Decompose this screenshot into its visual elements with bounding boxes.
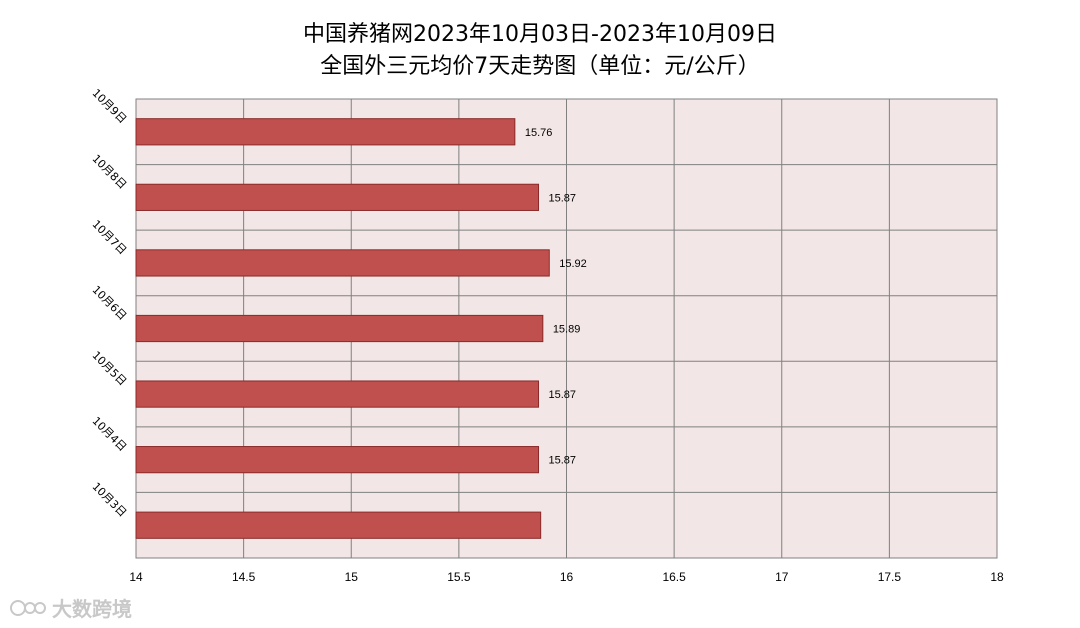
x-tick-label: 17 bbox=[775, 570, 789, 584]
category-label: 10月3日 bbox=[89, 480, 129, 520]
category-label: 10月7日 bbox=[89, 218, 129, 258]
y-axis-categories: 10月9日 10月8日 10月7日 10月6日 10月5日 10月4日 10月3日 bbox=[89, 86, 129, 519]
x-tick-label: 18 bbox=[990, 570, 1004, 584]
data-label: 15.87 bbox=[549, 389, 577, 401]
bar bbox=[135, 249, 550, 277]
data-label: 15.87 bbox=[549, 192, 577, 204]
data-label: 15.92 bbox=[559, 258, 587, 270]
bar bbox=[135, 446, 540, 474]
x-tick-label: 16 bbox=[560, 570, 574, 584]
x-axis-ticks: 14 14.5 15 15.5 16 16.5 17 17.5 18 bbox=[129, 570, 1004, 584]
bar bbox=[135, 118, 516, 146]
x-tick-label: 17.5 bbox=[878, 570, 902, 584]
chart-title-line-1: 中国养猪网2023年10月03日-2023年10月09日 bbox=[303, 22, 777, 47]
x-tick-label: 15.5 bbox=[447, 570, 471, 584]
data-label: 15.76 bbox=[525, 127, 553, 139]
bar bbox=[135, 511, 542, 539]
watermark: 大数跨境 bbox=[10, 597, 132, 621]
x-tick-label: 16.5 bbox=[662, 570, 686, 584]
category-label: 10月9日 bbox=[89, 86, 129, 126]
bar bbox=[135, 183, 540, 211]
x-tick-label: 14 bbox=[129, 570, 143, 584]
bar bbox=[135, 314, 544, 343]
category-label: 10月6日 bbox=[89, 283, 129, 323]
category-label: 10月5日 bbox=[89, 349, 129, 389]
category-label: 10月8日 bbox=[89, 152, 129, 192]
watermark-logo-icon bbox=[10, 600, 46, 616]
data-labels: 15.76 15.87 15.92 15.89 15.87 15.87 bbox=[525, 127, 587, 467]
x-tick-label: 14.5 bbox=[232, 570, 256, 584]
x-tick-label: 15 bbox=[345, 570, 359, 584]
bars bbox=[135, 118, 550, 539]
bar bbox=[135, 380, 540, 408]
chart-title-line-2: 全国外三元均价7天走势图（单位：元/公斤） bbox=[320, 54, 759, 79]
data-label: 15.87 bbox=[549, 455, 577, 467]
data-label: 15.89 bbox=[553, 324, 581, 336]
category-label: 10月4日 bbox=[89, 414, 129, 454]
watermark-text: 大数跨境 bbox=[52, 597, 132, 621]
grid-lines bbox=[135, 99, 998, 558]
